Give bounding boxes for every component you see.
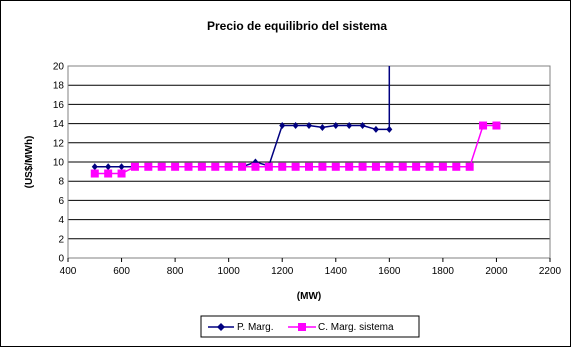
data-point [104,169,113,178]
x-tick-label: 800 [167,266,184,277]
data-point [372,125,379,133]
series-layer [90,66,501,178]
data-point [465,162,474,171]
x-tick-label: 1200 [271,266,294,277]
data-point [157,162,166,171]
data-point [346,122,353,130]
legend-label-p-marg: P. Marg. [237,322,274,333]
data-point [452,162,461,171]
data-point [359,122,366,130]
data-point [292,122,299,130]
data-point [345,162,354,171]
y-tick-label: 4 [58,215,64,226]
data-point [117,169,126,178]
y-tick-label: 10 [53,158,65,169]
data-point [305,162,313,171]
y-tick-label: 16 [53,100,65,111]
legend: P. Marg. C. Marg. sistema [200,315,420,338]
data-point [264,162,273,171]
data-point [224,162,233,171]
data-point [319,123,326,131]
data-point [171,162,180,171]
data-point [306,122,312,130]
y-tick-labels: 0 2 4 6 8 10 12 14 16 18 20 [53,62,65,265]
data-point [386,125,393,133]
y-tick-label: 2 [58,234,64,245]
data-point [211,162,220,171]
chart-title: Precio de equilibrio del sistema [207,19,387,33]
y-tick-label: 8 [58,177,64,188]
series-1 [90,121,501,178]
y-tick-label: 0 [58,254,64,265]
data-point [385,162,394,171]
data-point [144,162,153,171]
data-point [105,163,112,171]
data-point [371,162,380,171]
data-point [238,162,247,171]
data-point [318,162,327,171]
data-point [130,162,139,171]
data-point [358,162,367,171]
x-tick-label: 1400 [325,266,348,277]
data-point [492,121,501,130]
data-point [184,162,193,171]
x-tick-labels: 400 600 800 1000 1200 1400 1600 1800 2000 2200 [60,258,562,277]
data-point [332,122,339,130]
data-point [90,169,99,178]
data-point [279,122,286,130]
data-point [331,162,340,171]
plot-area [67,65,551,259]
data-point [197,162,206,171]
y-tick-label: 20 [53,62,65,73]
data-point [479,121,488,130]
x-tick-label: 600 [113,266,130,277]
x-tick-label: 1000 [218,266,241,277]
legend-marker-p-marg [217,323,225,331]
x-tick-label: 1600 [378,266,401,277]
x-tick-label: 1800 [432,266,455,277]
y-tick-label: 18 [53,81,65,92]
y-axis-title: (US$/MWh) [24,136,35,189]
y-tick-label: 14 [53,119,65,130]
data-point [398,162,407,171]
data-point [291,162,300,171]
x-axis-title: (MW) [297,291,321,302]
legend-marker-c-marg [298,323,306,331]
legend-label-c-marg: C. Marg. sistema [318,322,394,333]
y-tick-label: 6 [58,196,64,207]
data-point [251,162,260,171]
data-point [91,163,98,171]
data-point [425,162,434,171]
data-point [118,163,125,171]
y-tick-label: 12 [53,138,65,149]
x-tick-label: 2200 [539,266,562,277]
x-tick-label: 400 [60,266,77,277]
data-point [438,162,447,171]
data-point [412,162,421,171]
x-tick-label: 2000 [485,266,508,277]
data-point [278,162,287,171]
